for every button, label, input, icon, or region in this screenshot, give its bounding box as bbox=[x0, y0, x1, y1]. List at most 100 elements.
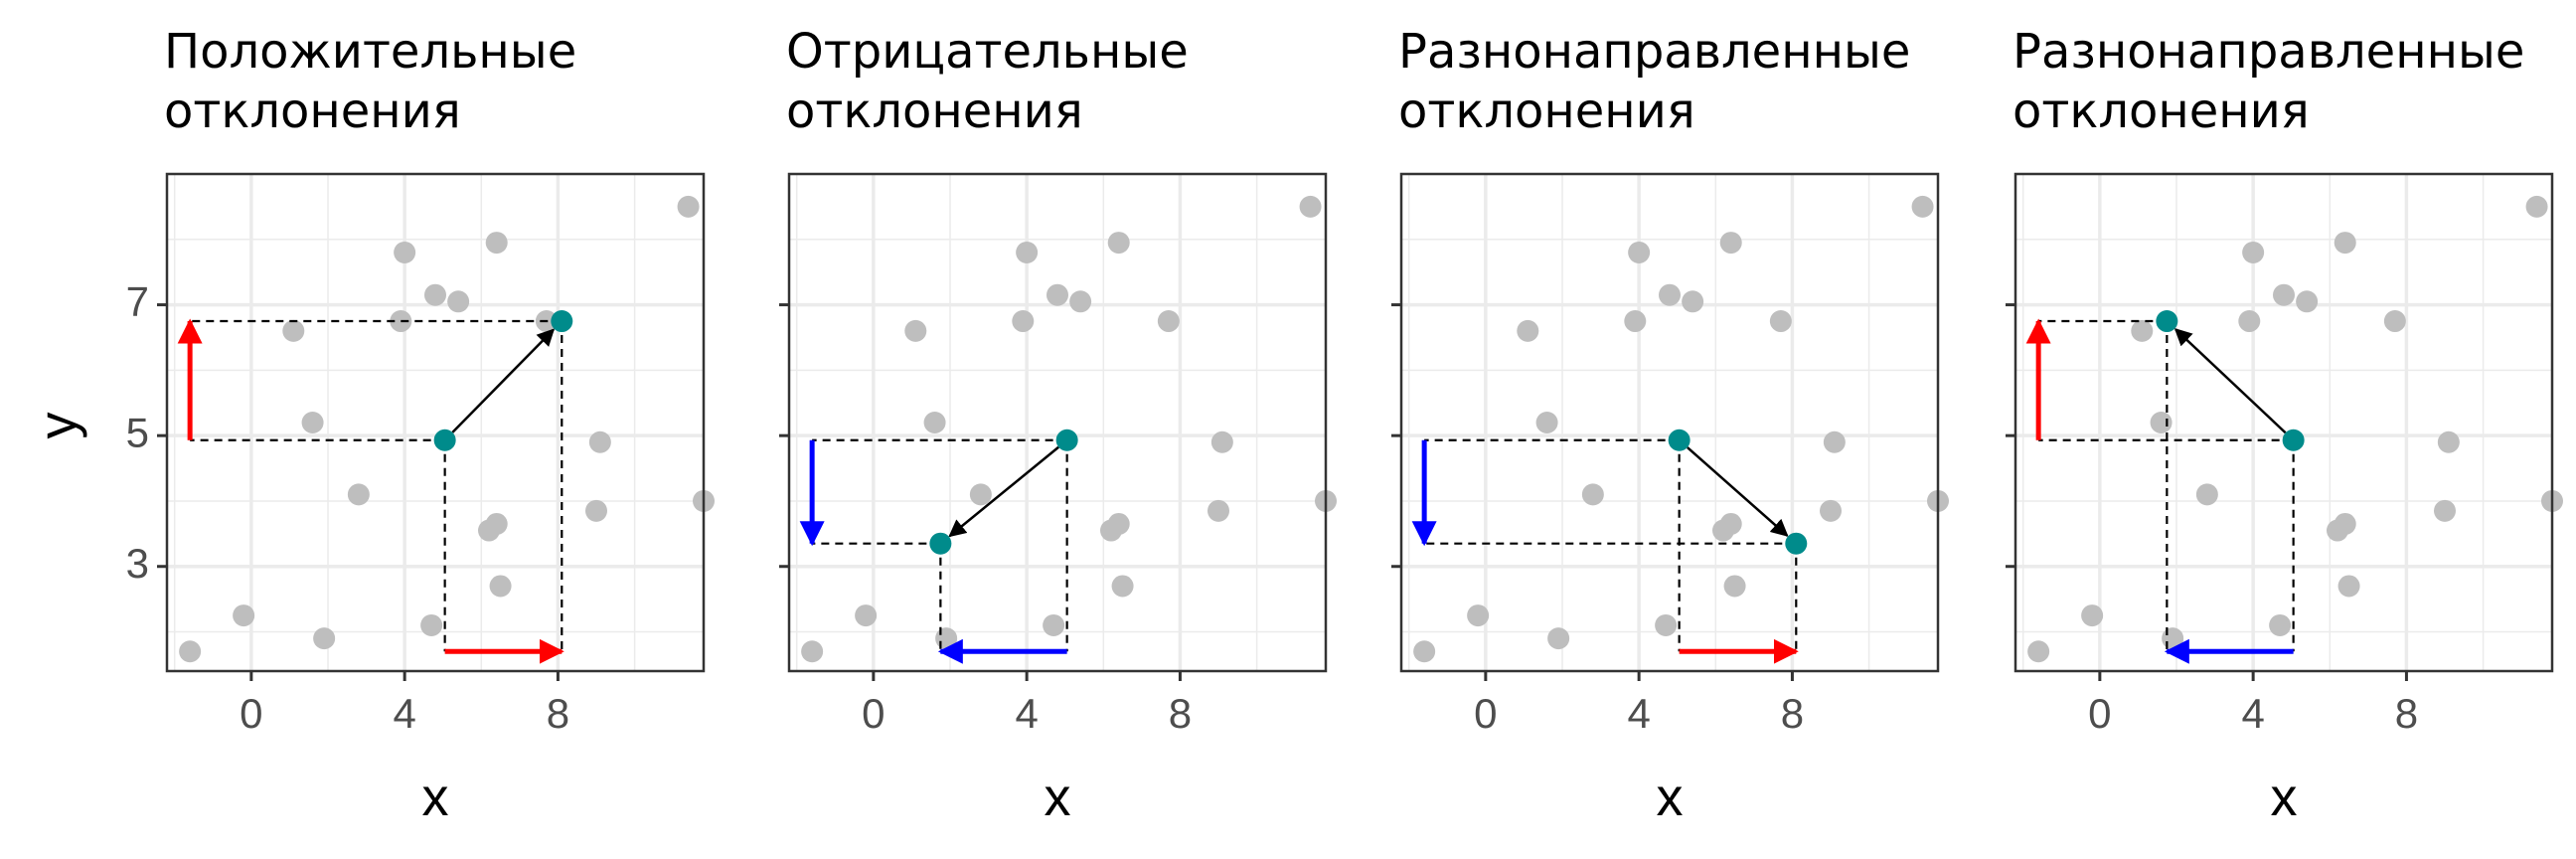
data-point bbox=[2131, 319, 2154, 342]
data-point bbox=[2437, 430, 2460, 453]
data-point bbox=[1157, 310, 1180, 333]
data-point bbox=[1911, 195, 1934, 218]
panels: Положительные отклонения 0 4 8 3 5 7 x Отрицатель… bbox=[126, 24, 2563, 827]
x-axis-title: x bbox=[1657, 768, 1684, 827]
data-point bbox=[1719, 512, 1742, 535]
data-point bbox=[2269, 613, 2292, 636]
x-tick-label: 4 bbox=[1015, 690, 1038, 737]
data-point bbox=[2162, 627, 2184, 650]
panel-background bbox=[789, 174, 1326, 671]
data-point bbox=[2081, 604, 2104, 627]
x-tick-label: 0 bbox=[862, 690, 885, 737]
data-point bbox=[1624, 310, 1647, 333]
data-point bbox=[424, 283, 446, 306]
panel-border bbox=[165, 172, 706, 673]
data-point bbox=[420, 613, 443, 636]
data-point bbox=[2238, 310, 2261, 333]
x-tick-label: 0 bbox=[240, 690, 262, 737]
data-point bbox=[2383, 310, 2406, 333]
data-point bbox=[1467, 604, 1490, 627]
y-axis-title: y bbox=[28, 413, 87, 439]
highlight-point bbox=[2156, 310, 2178, 333]
x-tick-label: 4 bbox=[2241, 690, 2264, 737]
data-point bbox=[1210, 430, 1233, 453]
panel-title-line: отклонения bbox=[2012, 84, 2310, 139]
difference-arrow bbox=[451, 328, 556, 433]
x-axis-title: x bbox=[2271, 768, 2298, 827]
panel-border bbox=[2013, 172, 2554, 673]
x-tick-label: 0 bbox=[1474, 690, 1497, 737]
data-point bbox=[923, 412, 946, 433]
data-point bbox=[282, 319, 305, 342]
data-point bbox=[677, 195, 700, 218]
data-point bbox=[1535, 412, 1558, 433]
data-point bbox=[1046, 283, 1068, 306]
data-point bbox=[585, 499, 607, 522]
data-point bbox=[1723, 575, 1746, 598]
data-point bbox=[1655, 613, 1678, 636]
x-tick-label: 8 bbox=[2395, 690, 2418, 737]
data-point bbox=[1069, 290, 1092, 313]
data-point bbox=[233, 604, 255, 627]
x-tick-label: 4 bbox=[393, 690, 415, 737]
data-point bbox=[2296, 290, 2319, 313]
data-point bbox=[1517, 319, 1539, 342]
data-point bbox=[1547, 627, 1570, 650]
panel-title-line: Разнонаправленные bbox=[1398, 24, 1910, 80]
data-point bbox=[1769, 310, 1792, 333]
highlight-point bbox=[551, 310, 573, 333]
data-point bbox=[2195, 483, 2218, 506]
x-tick-label: 8 bbox=[547, 690, 569, 737]
difference-arrow bbox=[1687, 446, 1789, 537]
data-point bbox=[313, 627, 336, 650]
y-tick-label: 7 bbox=[126, 278, 149, 325]
panel-title-line: Отрицательные bbox=[786, 24, 1189, 80]
panel-title-line: Положительные bbox=[164, 24, 576, 80]
data-point bbox=[1581, 483, 1604, 506]
data-point bbox=[2434, 499, 2456, 522]
x-axis-title: x bbox=[1045, 768, 1071, 827]
data-point bbox=[1682, 290, 1704, 313]
y-tick-label: 5 bbox=[126, 409, 149, 455]
x-tick-label: 8 bbox=[1781, 690, 1804, 737]
data-point bbox=[485, 232, 508, 255]
panel-border bbox=[787, 172, 1328, 673]
difference-arrow bbox=[948, 445, 1059, 538]
data-point bbox=[1413, 640, 1436, 663]
data-point bbox=[588, 430, 611, 453]
panel-border bbox=[1399, 172, 1940, 673]
panel-background bbox=[167, 174, 704, 671]
panel-title-line: отклонения bbox=[1398, 84, 1695, 139]
data-point bbox=[1299, 195, 1322, 218]
highlight-point bbox=[2282, 429, 2305, 451]
data-point bbox=[1107, 512, 1130, 535]
difference-arrow bbox=[2174, 328, 2287, 434]
y-tick-label: 3 bbox=[126, 540, 149, 587]
data-point bbox=[1111, 575, 1134, 598]
panel-title-line: Разнонаправленные bbox=[2012, 24, 2524, 80]
data-point bbox=[1043, 613, 1065, 636]
data-point bbox=[969, 483, 992, 506]
data-point bbox=[301, 412, 324, 433]
data-point bbox=[447, 290, 470, 313]
data-point bbox=[801, 640, 824, 663]
highlight-point bbox=[433, 429, 456, 451]
data-point bbox=[1628, 241, 1651, 263]
data-point bbox=[904, 319, 927, 342]
x-tick-label: 4 bbox=[1627, 690, 1650, 737]
data-point bbox=[1107, 232, 1130, 255]
highlight-point bbox=[1785, 532, 1808, 555]
data-point bbox=[2273, 283, 2295, 306]
data-point bbox=[2242, 241, 2265, 263]
x-tick-label: 0 bbox=[2088, 690, 2111, 737]
data-point bbox=[489, 575, 512, 598]
panel-background bbox=[1401, 174, 1938, 671]
data-point bbox=[935, 627, 958, 650]
x-tick-label: 8 bbox=[1169, 690, 1192, 737]
data-point bbox=[2525, 195, 2548, 218]
data-point bbox=[1016, 241, 1039, 263]
